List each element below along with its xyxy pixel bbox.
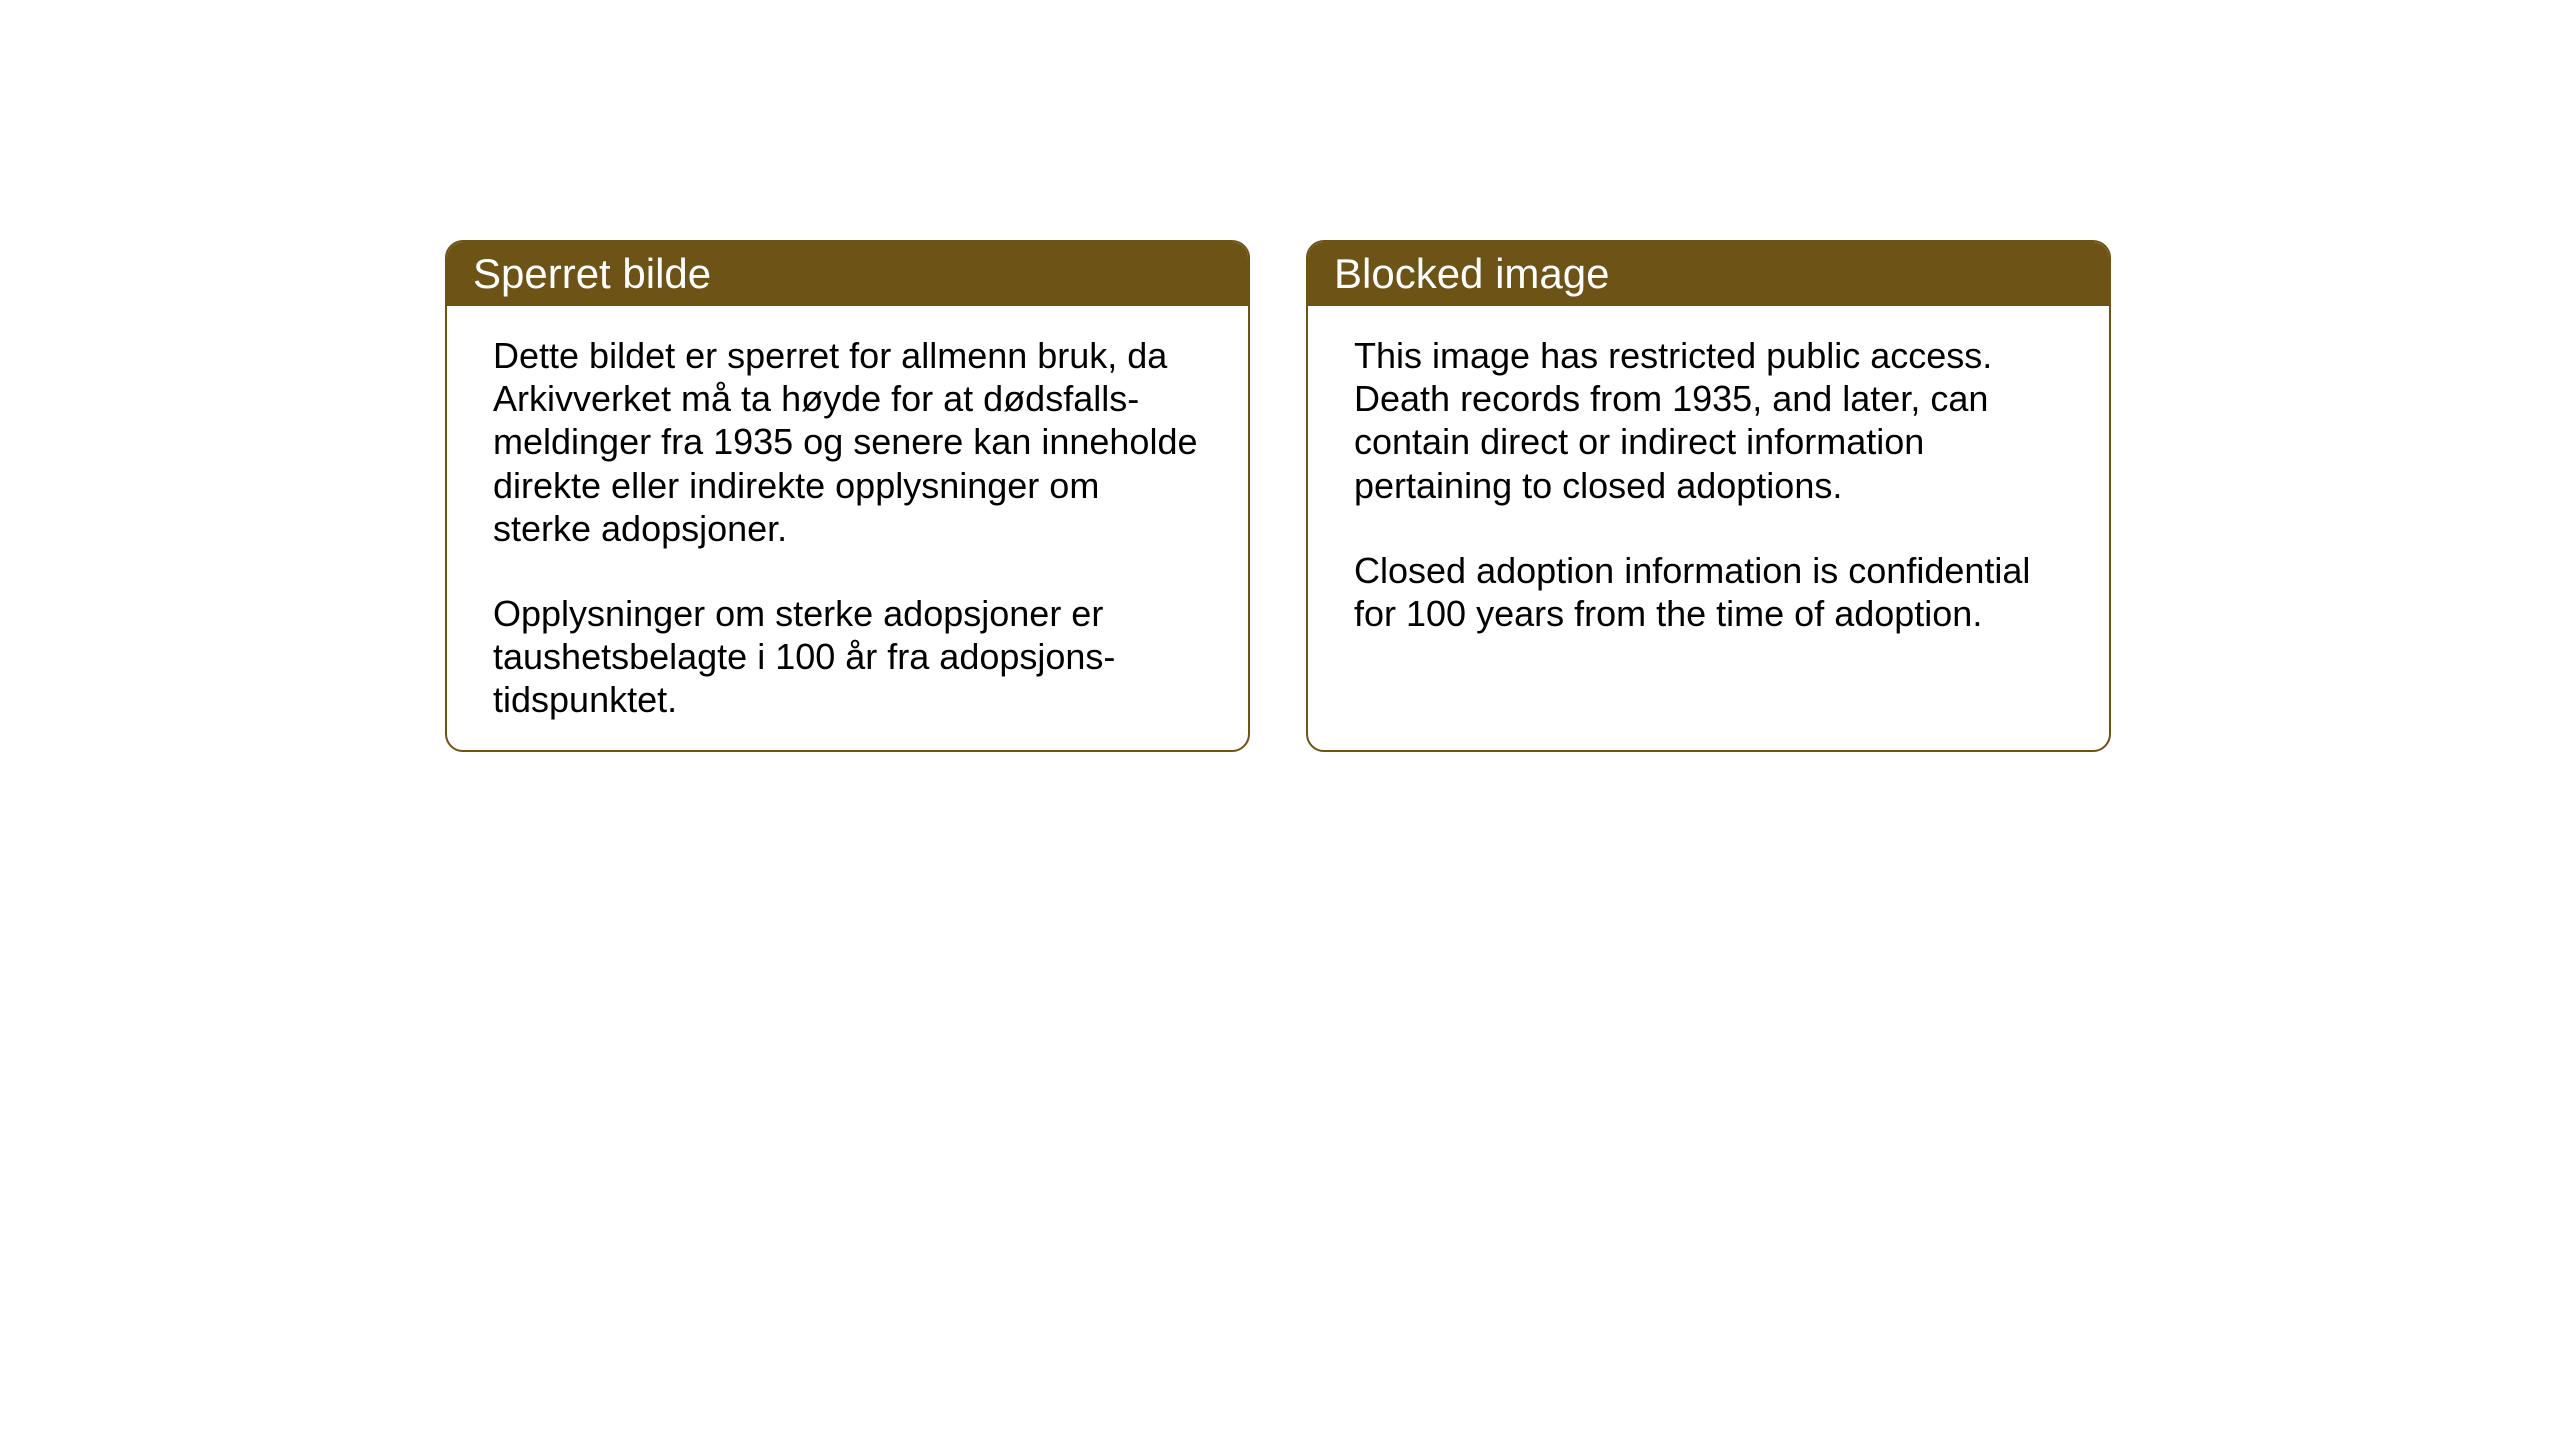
notice-card-norwegian: Sperret bilde Dette bildet er sperret fo… <box>445 240 1250 752</box>
card-paragraph-2-english: Closed adoption information is confident… <box>1354 549 2063 635</box>
card-title-norwegian: Sperret bilde <box>473 250 711 297</box>
card-paragraph-2-norwegian: Opplysninger om sterke adopsjoner er tau… <box>493 592 1202 722</box>
card-paragraph-1-english: This image has restricted public access.… <box>1354 334 2063 507</box>
card-header-norwegian: Sperret bilde <box>447 242 1248 306</box>
notice-card-english: Blocked image This image has restricted … <box>1306 240 2111 752</box>
card-body-english: This image has restricted public access.… <box>1308 306 2109 675</box>
card-paragraph-1-norwegian: Dette bildet er sperret for allmenn bruk… <box>493 334 1202 550</box>
card-header-english: Blocked image <box>1308 242 2109 306</box>
card-body-norwegian: Dette bildet er sperret for allmenn bruk… <box>447 306 1248 752</box>
notice-container: Sperret bilde Dette bildet er sperret fo… <box>445 240 2111 752</box>
card-title-english: Blocked image <box>1334 250 1609 297</box>
